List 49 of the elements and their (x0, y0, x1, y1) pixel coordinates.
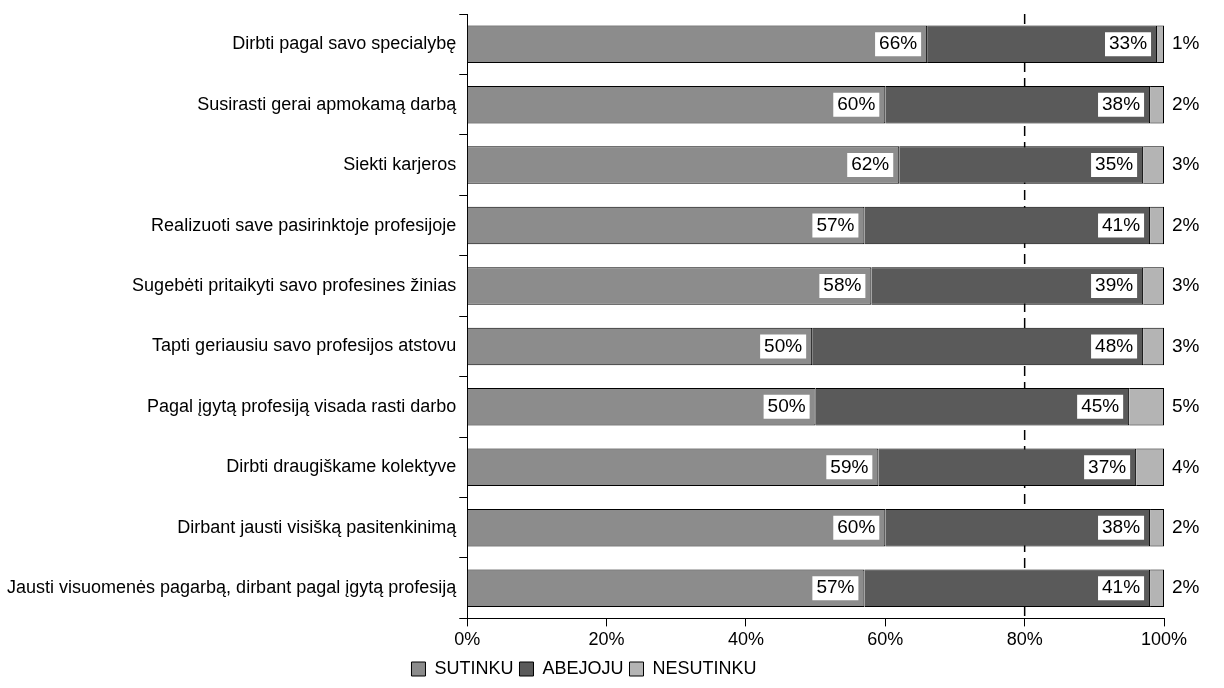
data-label: 33% (1109, 32, 1148, 54)
data-label: 38% (1102, 92, 1141, 114)
x-tick-label: 0% (454, 629, 481, 650)
x-tick-label: 20% (588, 629, 625, 650)
data-label: 57% (816, 576, 855, 598)
legend-label: SUTINKU (434, 657, 514, 678)
y-tick-label: Siekti karjeros (343, 154, 457, 175)
legend-label: ABEJOJU (542, 657, 624, 678)
data-label: 3% (1172, 153, 1200, 175)
legend-label: NESUTINKU (652, 657, 757, 678)
y-tick-label: Dirbant jausti visišką pasitenkinimą (177, 516, 458, 537)
data-label: 41% (1102, 576, 1141, 598)
y-tick-label: Susirasti gerai apmokamą darbą (197, 93, 458, 114)
data-label: 62% (851, 153, 890, 175)
data-label: 3% (1172, 334, 1200, 356)
data-label: 2% (1172, 92, 1200, 114)
data-label: 38% (1102, 515, 1141, 537)
data-label: 48% (1095, 334, 1134, 356)
data-label: 50% (767, 395, 806, 417)
y-tick-label: Realizuoti save pasirinktoje profesijoje (151, 214, 457, 235)
data-label: 58% (823, 274, 862, 296)
data-label: 4% (1172, 455, 1200, 477)
data-label: 2% (1172, 213, 1200, 235)
data-label: 39% (1095, 274, 1134, 296)
data-label: 57% (816, 213, 855, 235)
x-tick-label: 100% (1140, 629, 1188, 650)
data-label: 1% (1172, 32, 1200, 54)
x-tick-label: 60% (867, 629, 904, 650)
y-tick-label: Pagal įgytą profesiją visada rasti darbo (147, 395, 457, 416)
data-label: 45% (1081, 395, 1120, 417)
data-label: 3% (1172, 274, 1200, 296)
data-label: 41% (1102, 213, 1141, 235)
data-label: 60% (837, 92, 876, 114)
y-tick-label: Dirbti pagal savo specialybę (232, 33, 457, 54)
y-tick-label: Sugebėti pritaikyti savo profesines žinias (132, 274, 457, 295)
y-tick-label: Tapti geriausiu savo profesijos atstovu (152, 335, 457, 356)
data-label: 60% (837, 515, 876, 537)
data-label: 2% (1172, 515, 1200, 537)
data-label: 50% (764, 334, 803, 356)
data-label: 59% (830, 455, 869, 477)
x-tick-label: 40% (727, 629, 764, 650)
y-tick-label: Dirbti draugiškame kolektyve (226, 456, 457, 477)
data-label: 66% (879, 32, 918, 54)
x-tick-label: 80% (1006, 629, 1043, 650)
data-label: 35% (1095, 153, 1134, 175)
data-label: 37% (1088, 455, 1127, 477)
data-label: 5% (1172, 395, 1200, 417)
y-tick-label: Jausti visuomenės pagarbą, dirbant pagal įgytą profesiją (6, 577, 458, 598)
data-label: 2% (1172, 576, 1200, 598)
